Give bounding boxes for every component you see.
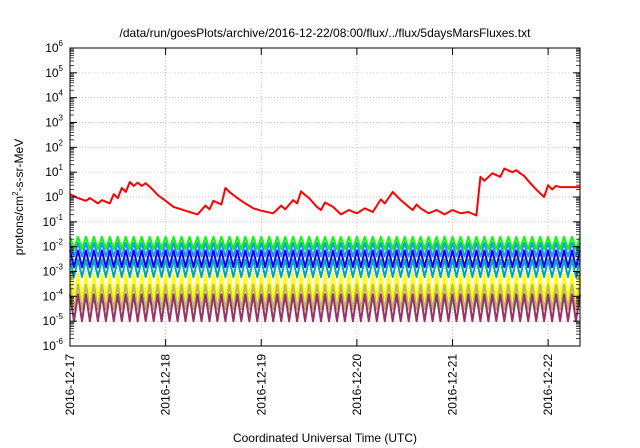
x-tick-label: 2016-12-20 [350,354,364,416]
x-tick-label: 2016-12-17 [63,354,77,416]
series-line-5 [69,272,581,300]
y-tick-label: 10-4 [43,287,64,303]
y-tick-label: 10-2 [43,238,64,254]
x-tick-label: 2016-12-22 [541,354,555,416]
y-tick-label: 102 [45,138,63,154]
series-line-4 [69,258,581,278]
y-tick-label: 105 [45,64,63,80]
y-tick-label: 10-1 [43,213,64,229]
x-tick-label: 2016-12-19 [254,354,268,416]
chart-title: /data/run/goesPlots/archive/2016-12-22/0… [120,26,532,40]
x-axis-label: Coordinated Universal Time (UTC) [233,431,417,445]
y-tick-label: 10-6 [43,337,64,353]
y-tick-label: 106 [45,39,63,55]
plot-series [69,167,581,323]
x-tick-label: 2016-12-21 [446,354,460,416]
y-tick-label: 101 [45,163,63,179]
series-line-7 [69,293,581,323]
series-line-6 [69,283,581,311]
series-line-0 [69,167,580,217]
series-line-3 [69,249,581,269]
y-tick-label: 10-5 [43,312,64,328]
y-axis-label: protons/cm2-s-sr-MeV [11,139,26,255]
y-axis-ticks: 10-6 10-5 10-4 10-3 10-2 10-1 100 101 102 103 104 1… [43,39,580,353]
x-axis-ticks: 2016-12-17 2016-12-18 2016-12-19 2016-12-20… [63,48,555,415]
series-line-1 [69,235,581,251]
y-tick-label: 10-3 [43,263,64,279]
y-tick-label: 103 [45,114,63,130]
x-tick-label: 2016-12-18 [159,354,173,416]
series-line-2 [69,242,581,258]
y-tick-label: 104 [45,89,63,105]
y-tick-label: 100 [45,188,63,204]
